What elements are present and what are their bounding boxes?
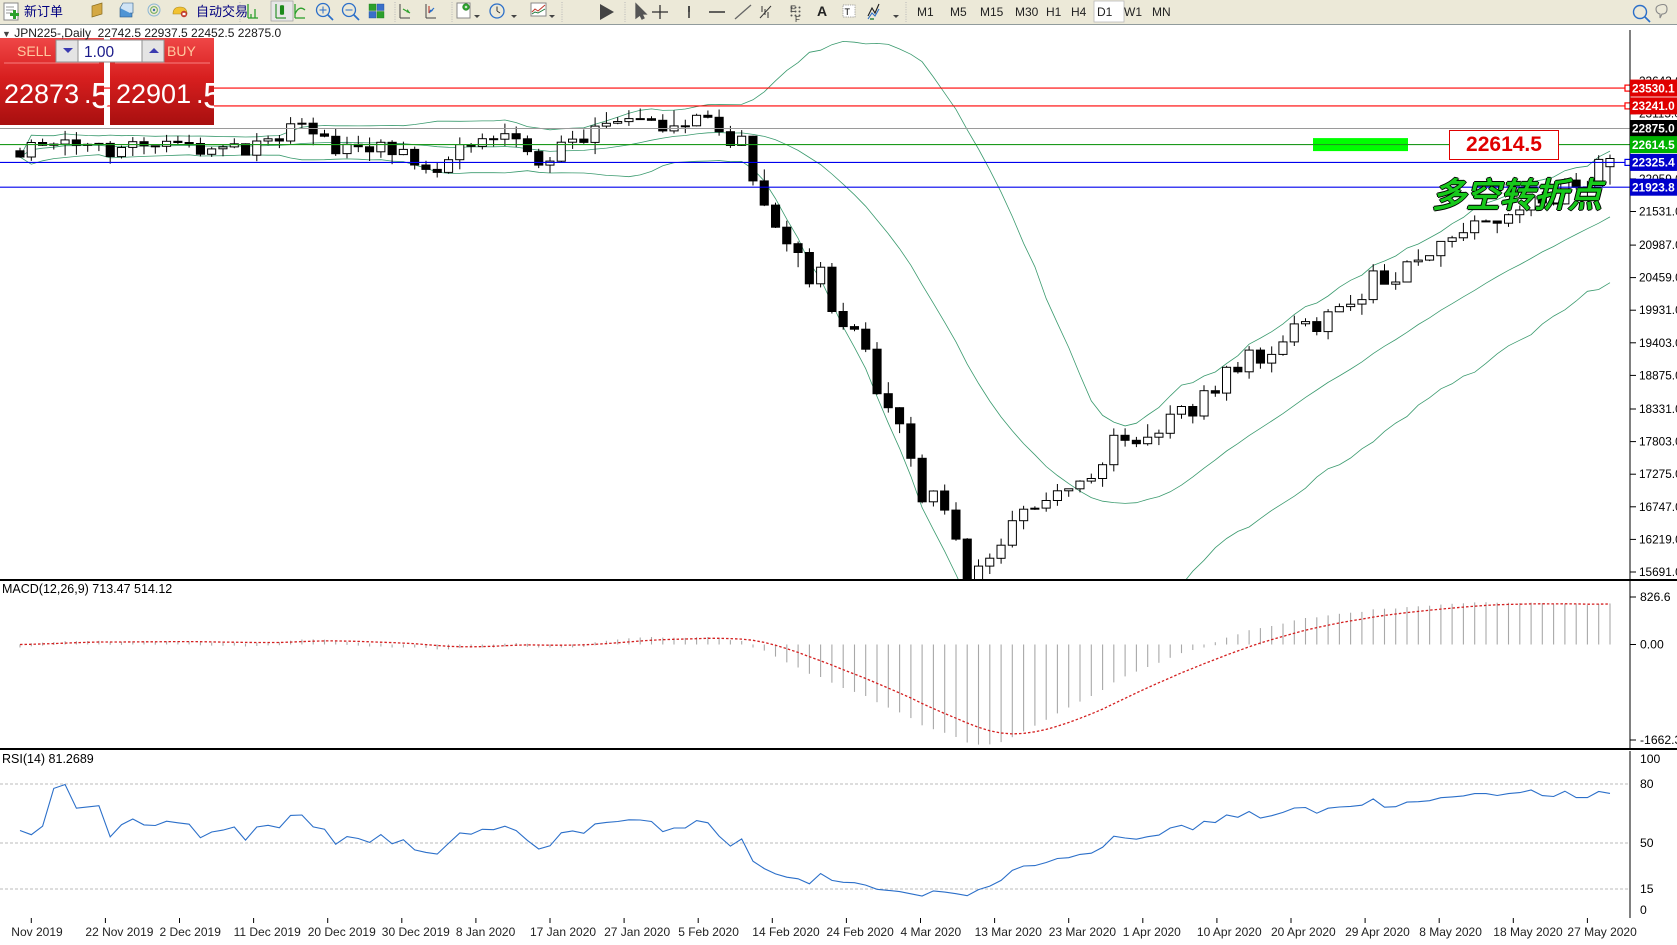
svg-text:20987.0: 20987.0 [1639, 238, 1677, 252]
svg-text:F: F [795, 15, 800, 24]
svg-text:100: 100 [1640, 752, 1661, 766]
svg-text:17275.0: 17275.0 [1639, 467, 1677, 481]
svg-text:5: 5 [91, 75, 111, 116]
svg-text:4 Mar 2020: 4 Mar 2020 [901, 925, 962, 939]
svg-text:16219.0: 16219.0 [1639, 532, 1677, 546]
svg-text:M1: M1 [917, 5, 934, 19]
svg-text:E: E [790, 4, 796, 14]
svg-text:23241.0: 23241.0 [1632, 99, 1675, 113]
svg-text:13 Mar 2020: 13 Mar 2020 [975, 925, 1043, 939]
svg-text:15691.0: 15691.0 [1639, 565, 1677, 579]
svg-text:0.00: 0.00 [1640, 638, 1664, 652]
svg-text:1.00: 1.00 [84, 44, 115, 61]
svg-text:30 Dec 2019: 30 Dec 2019 [382, 925, 450, 939]
svg-text:80: 80 [1640, 777, 1654, 791]
svg-text:SELL: SELL [17, 43, 51, 59]
svg-text:22325.4: 22325.4 [1632, 156, 1675, 170]
svg-text:8 Jan 2020: 8 Jan 2020 [456, 925, 516, 939]
svg-text:17803.0: 17803.0 [1639, 435, 1677, 449]
svg-text:MN: MN [1152, 5, 1171, 19]
svg-text:29 Apr 2020: 29 Apr 2020 [1345, 925, 1410, 939]
svg-text:T: T [845, 7, 851, 17]
svg-text:M15: M15 [980, 5, 1004, 19]
svg-text:826.6: 826.6 [1640, 590, 1671, 604]
svg-text:18875.0: 18875.0 [1639, 368, 1677, 382]
svg-text:22875.0: 22875.0 [1632, 122, 1675, 136]
svg-text:A: A [817, 3, 827, 19]
svg-text:5: 5 [203, 75, 214, 116]
svg-text:27 Jan 2020: 27 Jan 2020 [604, 925, 670, 939]
svg-text:22901: 22901 [116, 79, 191, 109]
svg-text:20 Dec 2019: 20 Dec 2019 [308, 925, 376, 939]
svg-text:21923.8: 21923.8 [1632, 180, 1675, 194]
svg-text:23530.1: 23530.1 [1632, 81, 1675, 95]
svg-text:0: 0 [1640, 903, 1647, 917]
svg-text:8 May 2020: 8 May 2020 [1419, 925, 1482, 939]
svg-text:Nov 2019: Nov 2019 [11, 925, 63, 939]
svg-text:22614.5: 22614.5 [1632, 138, 1675, 152]
svg-text:2 Dec 2019: 2 Dec 2019 [160, 925, 222, 939]
svg-text:19403.0: 19403.0 [1639, 336, 1677, 350]
svg-text:5 Feb 2020: 5 Feb 2020 [678, 925, 739, 939]
svg-text:15: 15 [1640, 882, 1654, 896]
svg-text:D1: D1 [1097, 5, 1113, 19]
svg-text:20459.0: 20459.0 [1639, 271, 1677, 285]
svg-text:23 Mar 2020: 23 Mar 2020 [1049, 925, 1117, 939]
svg-text:16747.0: 16747.0 [1639, 500, 1677, 514]
svg-text:10 Apr 2020: 10 Apr 2020 [1197, 925, 1262, 939]
svg-text:22 Nov 2019: 22 Nov 2019 [85, 925, 153, 939]
svg-text:27 May 2020: 27 May 2020 [1567, 925, 1637, 939]
svg-text:11 Dec 2019: 11 Dec 2019 [234, 925, 301, 939]
svg-text:1 Apr 2020: 1 Apr 2020 [1123, 925, 1181, 939]
svg-text:50: 50 [1640, 836, 1654, 850]
svg-text:W1: W1 [1124, 5, 1142, 19]
svg-text:18331.0: 18331.0 [1639, 402, 1677, 416]
svg-text:H4: H4 [1071, 5, 1087, 19]
svg-text:M30: M30 [1015, 5, 1039, 19]
svg-text:21531.0: 21531.0 [1639, 205, 1677, 219]
svg-text:M5: M5 [950, 5, 967, 19]
svg-text:-1662.3: -1662.3 [1640, 733, 1677, 747]
svg-text:20 Apr 2020: 20 Apr 2020 [1271, 925, 1336, 939]
svg-text:22873: 22873 [4, 79, 79, 109]
svg-text:18 May 2020: 18 May 2020 [1493, 925, 1563, 939]
svg-text:24 Feb 2020: 24 Feb 2020 [826, 925, 894, 939]
svg-text:19931.0: 19931.0 [1639, 303, 1677, 317]
svg-text:17 Jan 2020: 17 Jan 2020 [530, 925, 596, 939]
svg-text:BUY: BUY [167, 43, 196, 59]
svg-text:14 Feb 2020: 14 Feb 2020 [752, 925, 820, 939]
svg-text:H1: H1 [1046, 5, 1062, 19]
